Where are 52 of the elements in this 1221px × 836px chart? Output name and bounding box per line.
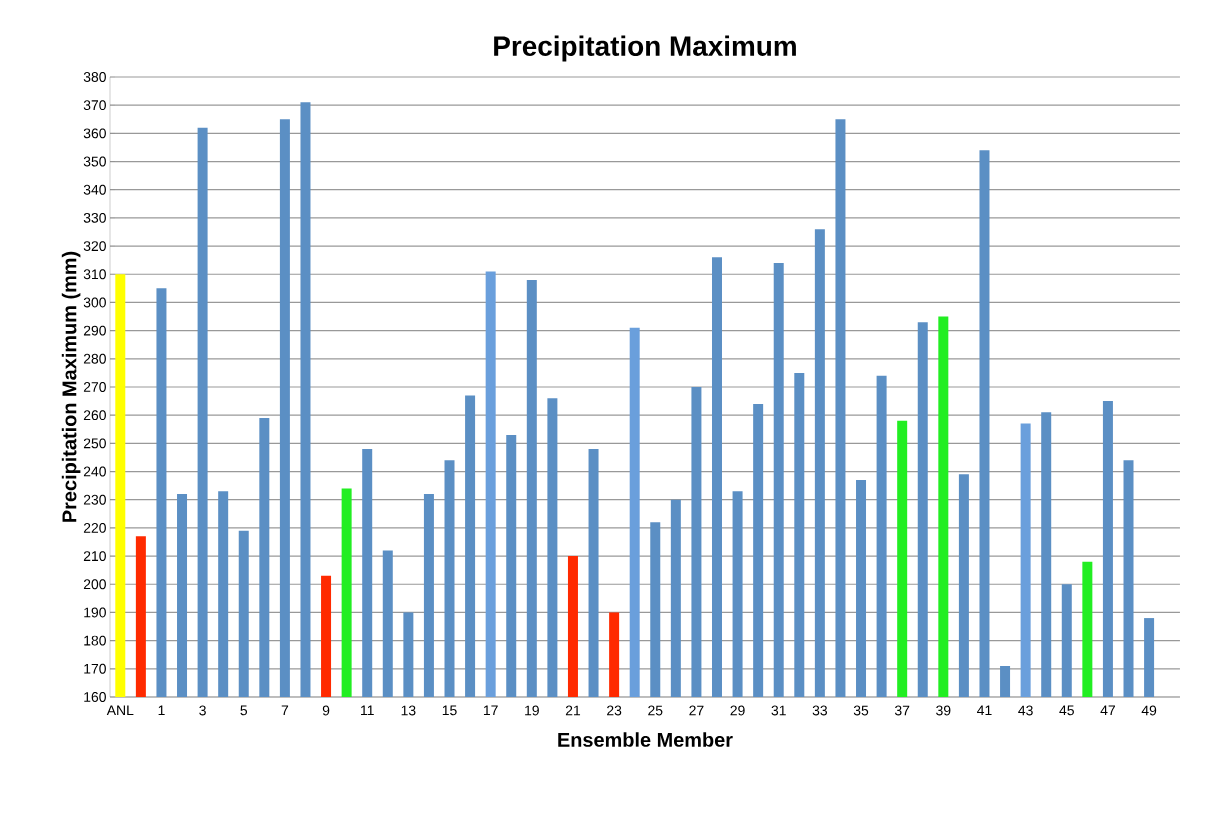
- y-tick-label: 260: [83, 410, 106, 421]
- y-tick-label: 370: [83, 100, 106, 111]
- x-tick-label: ANL: [106, 705, 134, 716]
- y-tick-label: 380: [83, 72, 106, 82]
- y-tick-label: 240: [83, 466, 106, 477]
- y-tick-label: 360: [83, 128, 106, 139]
- x-tick-label: 41: [977, 705, 992, 716]
- y-tick-label: 230: [83, 494, 106, 505]
- x-tick-label: 35: [853, 705, 869, 716]
- x-tick-label: 11: [361, 705, 374, 716]
- y-tick-label: 290: [83, 325, 106, 336]
- y-tick-label: 220: [83, 522, 106, 533]
- y-tick-label: 320: [83, 241, 106, 252]
- x-tick-label: 15: [442, 705, 457, 716]
- y-tick-label: 160: [84, 692, 106, 702]
- y-tick-label: 210: [83, 551, 106, 562]
- x-tick-label: 7: [281, 705, 289, 716]
- y-tick-label: 330: [83, 212, 106, 223]
- x-tick-label: 29: [730, 705, 745, 716]
- x-tick-label: 39: [936, 705, 951, 716]
- y-tick-label: 190: [84, 607, 106, 618]
- y-axis-title: Precipitation Maximum (mm): [61, 251, 81, 522]
- y-tick-label: 170: [84, 663, 106, 674]
- x-tick-label: 45: [1059, 705, 1074, 716]
- x-tick-label: 19: [525, 705, 539, 716]
- x-tick-label: 33: [812, 705, 828, 716]
- x-tick-label: 49: [1141, 705, 1157, 716]
- y-tick-label: 250: [83, 438, 106, 449]
- x-tick-label: 27: [689, 705, 704, 716]
- x-tick-label: 47: [1100, 705, 1115, 716]
- x-tick-label: 25: [648, 705, 663, 716]
- x-tick-label: 21: [565, 705, 581, 716]
- x-tick-label: 37: [894, 705, 910, 716]
- y-tick-label: 270: [83, 382, 106, 392]
- x-tick-label: 5: [240, 705, 248, 716]
- y-tick-label: 350: [83, 156, 106, 167]
- x-tick-label: 1: [158, 705, 165, 716]
- y-tick-label: 340: [83, 184, 106, 195]
- y-tick-label: 300: [83, 297, 106, 308]
- y-tick-label: 280: [83, 353, 106, 364]
- x-tick-label: 23: [607, 705, 622, 716]
- y-tick-label: 180: [84, 635, 106, 646]
- x-tick-label: 3: [199, 705, 206, 716]
- y-tick-label: 310: [83, 269, 106, 280]
- x-tick-label: 43: [1018, 705, 1033, 716]
- x-tick-label: 9: [322, 705, 330, 716]
- chart-title: Precipitation Maximum: [494, 35, 796, 62]
- x-tick-label: 31: [771, 705, 786, 716]
- y-tick-label: 200: [83, 579, 106, 590]
- x-tick-label: 17: [483, 705, 498, 716]
- x-axis-title: Ensemble Member: [558, 732, 733, 747]
- x-tick-label: 13: [401, 705, 416, 716]
